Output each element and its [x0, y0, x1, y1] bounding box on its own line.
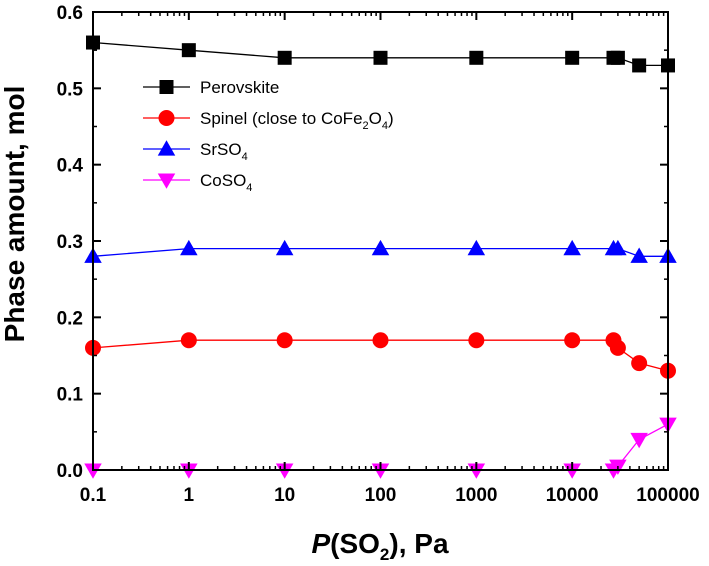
legend-item-0: Perovskite [143, 78, 279, 97]
x-tick-label: 10000 [546, 485, 599, 506]
legend-label: Perovskite [200, 78, 279, 97]
data-point [371, 239, 390, 256]
data-point [468, 332, 485, 349]
legend-item-2: SrSO4 [143, 140, 248, 163]
x-tick-label: 10 [274, 485, 295, 506]
x-tick-label: 1 [184, 485, 195, 506]
data-point [277, 50, 292, 65]
data-point [275, 239, 294, 256]
y-tick-label: 0.0 [57, 461, 83, 482]
series-2 [84, 239, 677, 263]
series-0 [86, 35, 675, 73]
x-tick-label: 100 [365, 485, 397, 506]
legend-item-1: Spinel (close to CoFe2O4) [143, 109, 394, 132]
data-point [609, 339, 626, 356]
legend-swatch-marker [157, 140, 176, 156]
data-point [180, 332, 197, 349]
legend-label: CoSO4 [200, 171, 252, 194]
series-1 [85, 332, 676, 379]
x-axis-title: P(SO2), Pa [311, 528, 448, 564]
y-tick-label: 0.3 [57, 232, 83, 253]
data-point [180, 239, 198, 256]
data-point [632, 58, 647, 73]
data-point [631, 355, 648, 372]
series-line [92, 247, 668, 257]
x-tick-label: 0.1 [80, 485, 107, 506]
legend-swatch-marker [159, 80, 174, 94]
x-tick-label: 100000 [636, 485, 699, 506]
data-point [610, 50, 625, 65]
data-point [564, 332, 581, 349]
y-tick-label: 0.5 [57, 79, 84, 100]
data-point [84, 463, 102, 479]
series-line [92, 41, 668, 67]
y-tick-label: 0.1 [57, 385, 84, 406]
data-point [563, 239, 581, 256]
legend: Perovskite Spinel (close to CoFe2O4) SrSO4… [143, 78, 394, 194]
legend-label: Spinel (close to CoFe2O4) [200, 109, 394, 132]
data-point [373, 50, 388, 65]
data-point [630, 432, 648, 449]
data-point [372, 332, 389, 349]
data-point [276, 332, 293, 349]
legend-swatch-marker [158, 110, 175, 126]
data-point [467, 239, 486, 256]
x-tick-label: 1000 [455, 485, 497, 506]
y-axis-title: Phase amount, mol [0, 86, 30, 343]
y-tick-label: 0.4 [57, 156, 84, 177]
data-point [469, 50, 484, 65]
legend-swatch-marker [157, 173, 176, 189]
y-tick-label: 0.6 [57, 3, 83, 24]
data-point [609, 239, 627, 256]
series-layer [84, 35, 677, 479]
axes: 0.1 1 10 100 1000 10000 100000 0.0 0.1 0.2 0.3 0.4 0… [57, 3, 700, 506]
legend-item-3: CoSO4 [143, 171, 252, 194]
y-tick-label: 0.2 [57, 308, 83, 329]
legend-label: SrSO4 [200, 140, 248, 163]
data-point [630, 247, 648, 263]
data-point [181, 43, 196, 58]
series-line [92, 339, 669, 372]
data-point [565, 50, 580, 65]
